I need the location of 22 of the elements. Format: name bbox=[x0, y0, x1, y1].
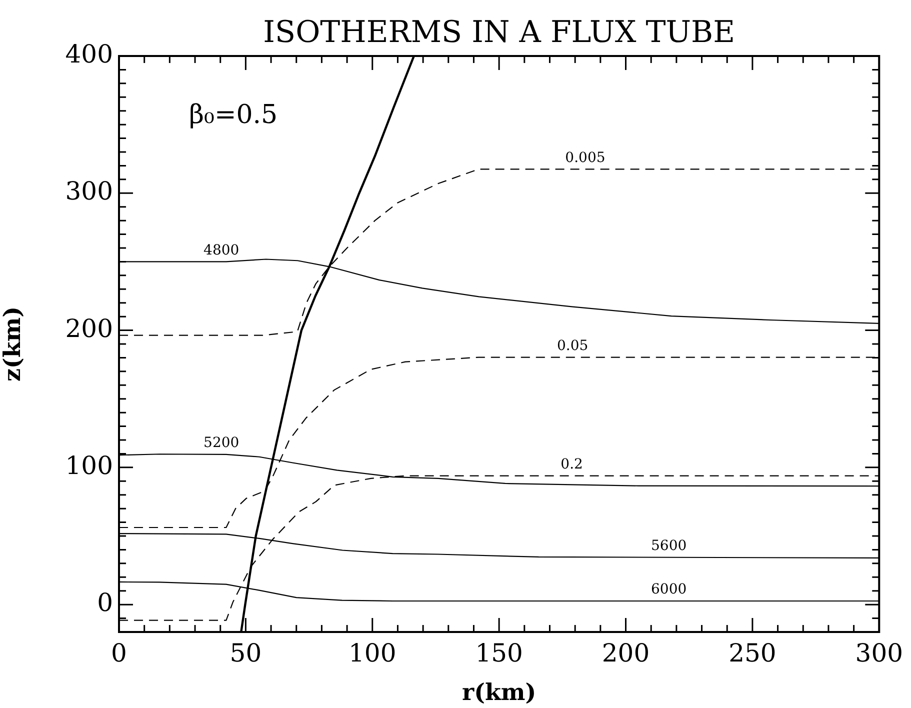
x-tick-label: 50 bbox=[230, 638, 262, 668]
series-label: 6000 bbox=[651, 582, 687, 598]
x-tick-label: 200 bbox=[602, 638, 650, 668]
series-label: 5600 bbox=[651, 538, 687, 554]
x-tick-label: 150 bbox=[475, 638, 523, 668]
x-tick-label: 100 bbox=[348, 638, 396, 668]
annotation: β₀=0.5 bbox=[189, 100, 278, 130]
series-label: 4800 bbox=[204, 242, 240, 258]
y-tick-label: 200 bbox=[65, 314, 113, 343]
x-axis-title: r(km) bbox=[462, 679, 536, 706]
series-label: 0.2 bbox=[560, 456, 583, 472]
y-tick-label: 400 bbox=[65, 40, 113, 68]
x-tick-label: 300 bbox=[855, 638, 903, 668]
y-tick-label: 300 bbox=[65, 176, 113, 206]
x-tick-label: 250 bbox=[728, 638, 776, 668]
series-label: 0.05 bbox=[556, 338, 588, 354]
y-tick-label: 0 bbox=[97, 588, 113, 618]
chart-title: ISOTHERMS IN A FLUX TUBE bbox=[263, 15, 735, 50]
y-axis-title: z(km) bbox=[0, 306, 26, 382]
series-label: 5200 bbox=[204, 435, 240, 452]
series-label: 0.005 bbox=[565, 150, 606, 166]
y-tick-label: 100 bbox=[65, 450, 113, 480]
